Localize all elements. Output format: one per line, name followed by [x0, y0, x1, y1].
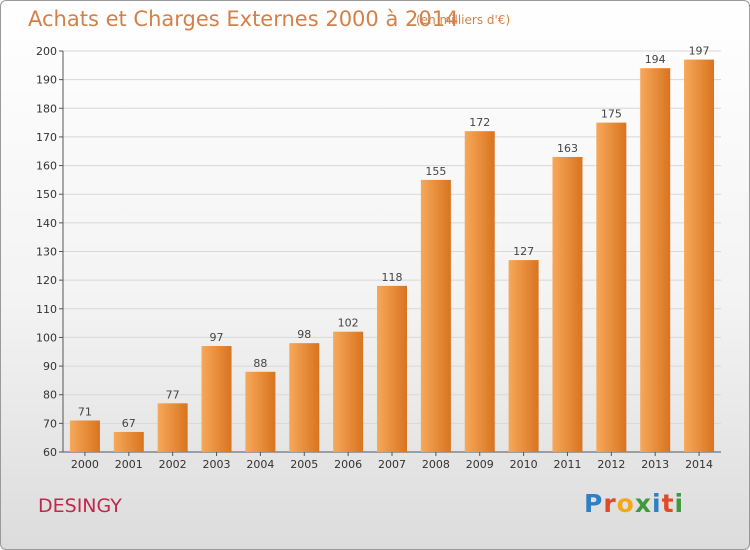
data-label: 127 [513, 245, 534, 258]
chart-title: Achats et Charges Externes 2000 à 2014 [28, 7, 459, 31]
bar [377, 285, 407, 452]
logo-letter: x [634, 489, 652, 518]
location-name: DESINGY [38, 495, 122, 517]
x-tick-label: 2013 [641, 458, 669, 471]
logo-letter: t [661, 489, 675, 518]
x-tick-label: 2007 [378, 458, 406, 471]
y-tick-label: 60 [43, 446, 57, 459]
y-tick-label: 80 [43, 389, 57, 402]
data-label: 71 [78, 405, 92, 418]
x-tick-label: 2006 [334, 458, 362, 471]
data-label: 77 [166, 388, 180, 401]
data-label: 175 [601, 108, 622, 121]
proxiti-logo: Proxiti [584, 489, 684, 518]
y-tick-label: 70 [43, 417, 57, 430]
x-tick-label: 2008 [422, 458, 450, 471]
data-label: 155 [425, 165, 446, 178]
y-tick-label: 140 [36, 217, 57, 230]
bar [552, 156, 583, 452]
x-tick-label: 2011 [553, 458, 581, 471]
logo-letter: P [584, 489, 604, 518]
x-tick-label: 2002 [159, 458, 187, 471]
bar [333, 331, 364, 452]
bar [157, 403, 188, 452]
x-tick-label: 2010 [510, 458, 538, 471]
data-label: 67 [122, 417, 136, 430]
x-tick-label: 2014 [685, 458, 713, 471]
x-tick-label: 2004 [246, 458, 274, 471]
y-tick-label: 130 [36, 246, 57, 259]
y-tick-label: 110 [36, 303, 57, 316]
bar [289, 343, 320, 452]
y-tick-label: 100 [36, 331, 57, 344]
data-label: 88 [253, 357, 267, 370]
y-tick-label: 180 [36, 102, 57, 115]
logo-letter: i [652, 489, 662, 518]
logo-letter: i [674, 489, 685, 518]
data-label: 172 [469, 116, 490, 129]
x-tick-label: 2005 [290, 458, 318, 471]
bar [508, 260, 539, 452]
bar [245, 371, 276, 452]
data-label: 194 [645, 53, 666, 66]
x-tick-label: 2003 [203, 458, 231, 471]
data-label: 97 [210, 331, 224, 344]
logo-letter: r [603, 489, 617, 518]
chart-subtitle: (en milliers d'€) [416, 13, 511, 27]
data-label: 118 [382, 271, 403, 284]
bar [596, 122, 627, 452]
data-label: 98 [297, 328, 311, 341]
y-tick-label: 150 [36, 188, 57, 201]
data-label: 197 [689, 45, 710, 58]
bar [201, 346, 232, 452]
bar [464, 131, 495, 452]
y-tick-label: 200 [36, 45, 57, 58]
data-label: 163 [557, 142, 578, 155]
x-tick-label: 2001 [115, 458, 143, 471]
bar [69, 420, 100, 452]
logo-letter: o [616, 489, 635, 518]
bar [640, 68, 671, 452]
x-tick-label: 2012 [597, 458, 625, 471]
bar [684, 59, 715, 452]
y-tick-label: 160 [36, 160, 57, 173]
y-tick-label: 90 [43, 360, 57, 373]
y-tick-label: 190 [36, 74, 57, 87]
x-tick-label: 2009 [466, 458, 494, 471]
y-tick-label: 170 [36, 131, 57, 144]
y-tick-label: 120 [36, 274, 57, 287]
bar [420, 179, 451, 452]
bar [113, 431, 144, 452]
x-tick-label: 2000 [71, 458, 99, 471]
data-label: 102 [338, 317, 359, 330]
